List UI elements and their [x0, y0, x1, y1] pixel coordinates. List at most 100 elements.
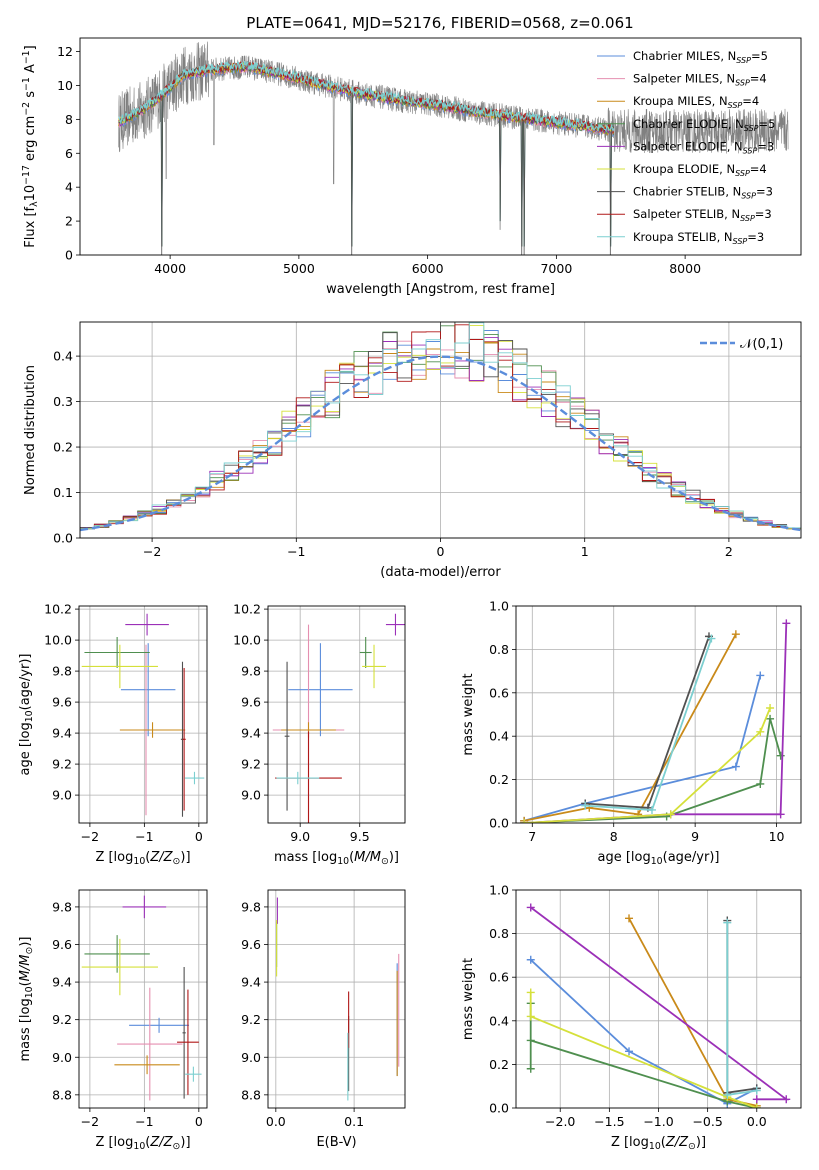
weight-marker: [526, 1036, 535, 1045]
weight-marker: [776, 751, 785, 760]
legend-entry: Chabrier ELODIE, NSSP=5: [633, 117, 775, 133]
weight-marker: [526, 1012, 535, 1021]
y-tick-label: 9.6: [241, 937, 261, 952]
plot-frame: [515, 605, 802, 824]
mass-vs-metallicity-plot: −2 −1 0 8.8 9.0 9.2 9.4 9.6 9.8 Z [log10(Z/Z⊙)] ma…: [18, 889, 208, 1152]
weight-line-5: [524, 707, 771, 823]
figure-title: PLATE=0641, MJD=52176, FIBERID=0568, z=0…: [246, 14, 633, 32]
residual-histogram-8: [80, 322, 801, 530]
y-tick-label: 10: [57, 78, 73, 93]
residual-histogram-plot: −2 −1 0 1 2 0.0 0.1 0.2 0.3 0.4 (data-model)/error…: [23, 321, 802, 580]
weight-marker: [782, 1095, 791, 1104]
y-tick-label: 9.0: [52, 1050, 72, 1065]
weight-marker: [752, 1095, 761, 1104]
x-tick-label: 9.0: [290, 829, 310, 844]
x-tick-label: 5000: [283, 261, 315, 276]
weight-marker: [752, 1086, 761, 1095]
x-axis-label: (data-model)/error: [380, 565, 501, 580]
y-tick-label: 9.2: [52, 757, 72, 772]
x-tick-label: −1: [287, 544, 305, 559]
y-tick-label: 0.8: [489, 642, 509, 657]
y-tick-label: 9.6: [241, 695, 261, 710]
y-tick-label: 2: [65, 214, 73, 229]
y-tick-label: 9.4: [52, 975, 72, 990]
histogram-lines: [80, 322, 801, 532]
weight-marker: [526, 1064, 535, 1073]
y-tick-label: 10.0: [44, 633, 72, 648]
error-bars: [81, 895, 202, 1101]
y-tick-label: 9.4: [241, 975, 261, 990]
y-axis-label: mass weight: [461, 958, 476, 1040]
age-vs-metallicity-plot: −2 −1 0 9.0 9.2 9.4 9.6 9.8 10.0 10.2 Z [log10(Z/Z…: [18, 602, 208, 867]
legend-entry: Kroupa STELIB, NSSP=3: [633, 230, 764, 246]
weight-line-6: [585, 636, 710, 809]
spectrum-plot: 4000 5000 6000 7000 8000 0 2 4 6 8 10 12 wavelength …: [21, 37, 802, 297]
y-tick-label: 0.8: [489, 926, 509, 941]
observed-spectrum: [118, 41, 789, 255]
x-tick-label: −1.5: [594, 1114, 624, 1129]
x-tick-label: −2: [81, 1114, 99, 1129]
x-tick-label: 0.1: [344, 1114, 364, 1129]
plot-frame: [78, 889, 208, 1109]
weight-marker: [731, 630, 740, 639]
weight-marker: [625, 914, 634, 923]
y-axis-label: age [log10(age/yr)]: [18, 653, 35, 775]
y-tick-label: 9.4: [241, 726, 261, 741]
y-axis-label: Flux [fλ10−17 erg cm−2 s−1 A−1]: [21, 45, 40, 247]
weight-marker: [782, 619, 791, 628]
y-tick-label: 1.0: [489, 883, 509, 898]
x-tick-label: 0: [195, 829, 203, 844]
plot-frame: [79, 37, 802, 256]
y-tick-label: 9.8: [52, 899, 72, 914]
x-tick-label: −1.0: [643, 1114, 673, 1129]
weight-marker: [666, 810, 675, 819]
y-tick-label: 0.0: [53, 531, 73, 546]
y-tick-label: 0.2: [489, 1057, 509, 1072]
x-tick-label: 1: [581, 544, 589, 559]
y-axis-label: Normed distribution: [23, 365, 38, 495]
x-tick-label: 0: [195, 1114, 203, 1129]
y-tick-label: 4: [65, 180, 73, 195]
mass-weight-vs-age-plot: 7 8 9 10 0.0 0.2 0.4 0.6 0.8 1.0 age [log10(age/yr…: [461, 599, 802, 867]
legend-entry: Chabrier MILES, NSSP=5: [633, 49, 768, 65]
mass-vs-extinction-plot: 0.0 0.1 8.8 9.0 9.2 9.4 9.6 9.8 E(B-V): [241, 889, 406, 1150]
y-tick-label: 9.0: [241, 1050, 261, 1065]
age-vs-mass-plot: 9.0 9.5 9.0 9.2 9.4 9.6 9.8 10.0 10.2 mass [log10…: [233, 602, 406, 867]
x-axis-label: E(B-V): [316, 1135, 356, 1150]
x-tick-label: 8000: [669, 261, 701, 276]
y-tick-label: 10.2: [233, 602, 261, 617]
x-tick-label: 0.0: [266, 1114, 286, 1129]
weight-line-2: [523, 633, 737, 822]
y-axis-label: mass [log10(M/M⊙)]: [18, 937, 35, 1062]
x-tick-label: 0.0: [747, 1114, 767, 1129]
legend-entry: Chabrier STELIB, NSSP=3: [633, 185, 773, 201]
x-tick-label: 0: [437, 544, 445, 559]
y-tick-label: 0.4: [489, 1013, 509, 1028]
x-tick-label: −1: [135, 829, 153, 844]
x-tick-label: −2: [81, 829, 99, 844]
x-tick-label: 9: [691, 829, 699, 844]
weight-marker: [723, 1090, 732, 1099]
x-axis-label: Z [log10(Z/Z⊙)]: [611, 1135, 706, 1152]
weight-line-0: [523, 675, 762, 822]
y-tick-label: 9.0: [52, 788, 72, 803]
y-tick-label: 1.0: [489, 599, 509, 614]
weight-lines: [520, 619, 791, 823]
x-tick-label: −0.5: [692, 1114, 722, 1129]
weight-marker: [581, 801, 590, 810]
y-tick-label: 0.6: [489, 685, 509, 700]
error-bars: [272, 613, 405, 823]
weight-marker: [756, 779, 765, 788]
y-tick-label: 9.0: [241, 788, 261, 803]
weight-line-8: [726, 922, 757, 1096]
weight-marker: [766, 714, 775, 723]
weight-marker: [756, 727, 765, 736]
y-tick-label: 0.0: [489, 1101, 509, 1116]
weight-marker: [766, 703, 775, 712]
y-tick-label: 9.4: [52, 726, 72, 741]
normal-curve: [80, 355, 801, 532]
x-axis-label: Z [log10(Z/Z⊙)]: [95, 850, 190, 867]
plot-frame: [267, 889, 406, 1109]
x-tick-label: −2: [143, 544, 161, 559]
